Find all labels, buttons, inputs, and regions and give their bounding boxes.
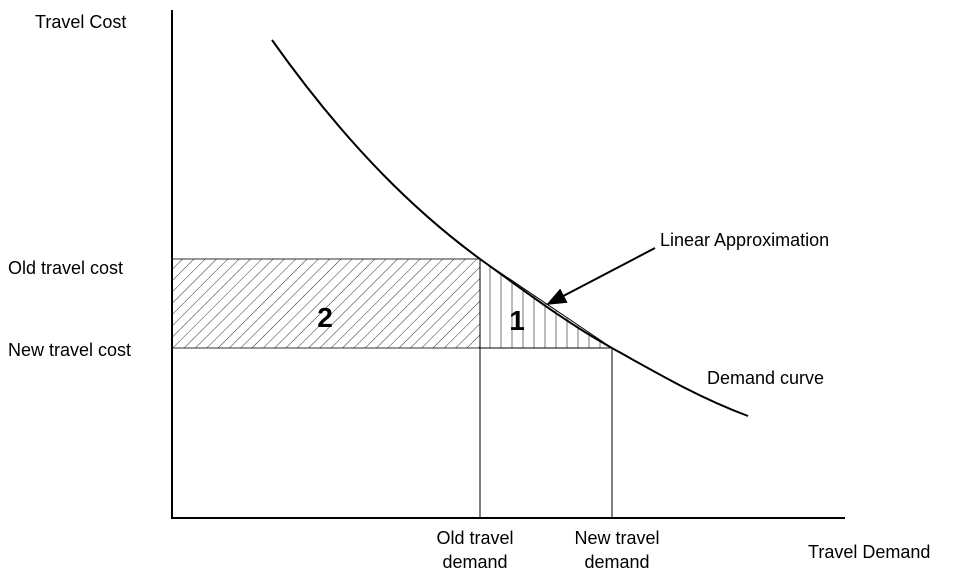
x-axis-label: Travel Demand [808,542,930,562]
region-label: 1 [509,305,525,336]
annotation: Demand curve [707,368,824,388]
old-cost-label: Old travel cost [8,258,123,278]
new-demand-label: New travel [574,528,659,548]
demand-curve [271,39,749,417]
new-demand-label: demand [584,552,649,572]
annotation: Linear Approximation [660,230,829,250]
new-cost-label: New travel cost [8,340,131,360]
region-2 [171,258,481,349]
old-demand-label: demand [442,552,507,572]
y-axis-label: Travel Cost [35,12,126,32]
arrow [546,247,656,305]
old-demand-label: Old travel [436,528,513,548]
region-label: 2 [317,302,333,333]
